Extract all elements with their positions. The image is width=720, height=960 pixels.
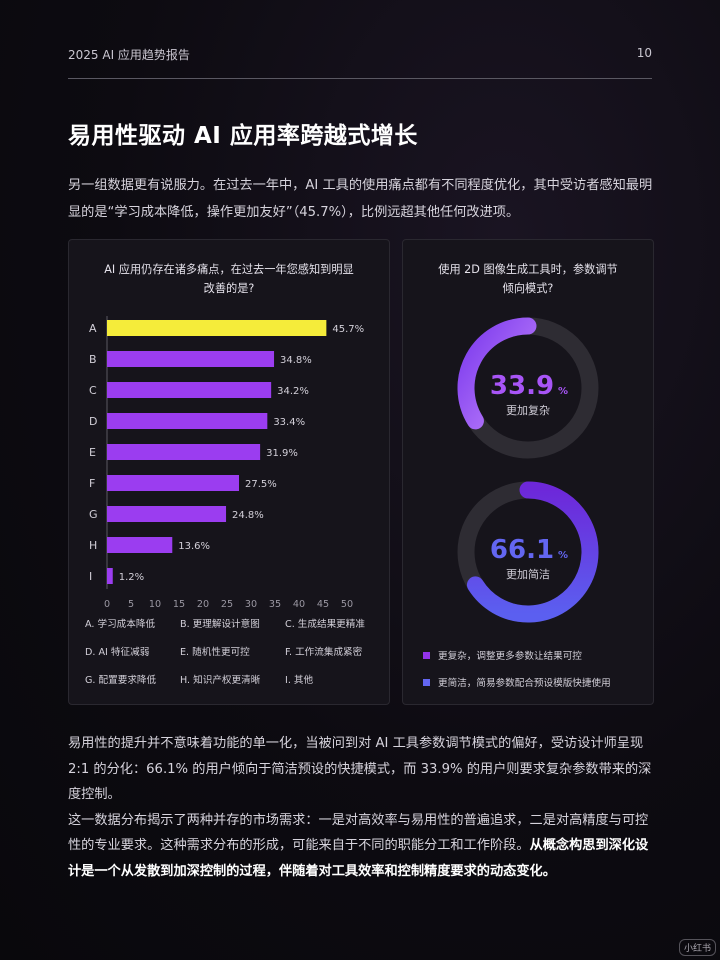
bar-value-label: 45.7% [332, 324, 364, 335]
bar-chart-title: AI 应用仍存在诸多痛点，在过去一年您感知到明显改善的是? [104, 263, 354, 295]
bar-category-label: E [89, 446, 96, 459]
bar-value-label: 27.5% [245, 479, 277, 490]
bar-category-label: G [89, 508, 98, 521]
donut-charts: 33.9 % 更加复杂 66.1 % 更加简洁 [457, 317, 599, 623]
legend-text: 更简洁，简易参数配合预设模版快捷使用 [438, 678, 611, 689]
legend-swatch [423, 678, 430, 686]
bar [107, 382, 272, 398]
intro-paragraph: 另一组数据更有说服力。在过去一年中，AI 工具的使用痛点都有不同程度优化，其中受… [68, 178, 653, 220]
donut-label: 更加复杂 [506, 403, 550, 417]
donut-value: 66.1 [490, 535, 554, 565]
x-tick-label: 15 [173, 599, 185, 610]
x-tick-label: 25 [221, 599, 233, 610]
x-tick-label: 20 [197, 599, 209, 610]
bar [107, 506, 227, 522]
legend-item: I. 其他 [285, 675, 314, 686]
x-tick-label: 5 [128, 599, 134, 610]
x-tick-label: 45 [317, 599, 329, 610]
body-paragraph-1: 易用性的提升并不意味着功能的单一化，当被问到对 AI 工具参数调节模式的偏好，受… [68, 736, 652, 802]
watermark-logo: 小红书 [678, 939, 716, 956]
donut-simple: 66.1 % 更加简洁 [457, 481, 599, 623]
legend-swatch [423, 651, 430, 659]
bar-value-label: 34.2% [277, 386, 309, 397]
bar-value-label: 13.6% [178, 541, 210, 552]
page-number: 10 [636, 46, 652, 60]
bar-value-label: 24.8% [232, 510, 264, 521]
donut-label: 更加简洁 [506, 567, 550, 581]
bar-category-label: A [89, 322, 97, 335]
x-tick-label: 50 [341, 599, 353, 610]
bar-category-label: B [89, 353, 97, 366]
legend-item: F. 工作流集成紧密 [285, 647, 363, 658]
legend-item: B. 更理解设计意图 [180, 619, 260, 630]
donut-chart-card: 使用 2D 图像生成工具时，参数调节倾向模式? 33.9% 更加复杂 66.1% 更加… [402, 239, 654, 705]
bar-category-label: C [89, 384, 97, 397]
legend-item: E. 随机性更可控 [180, 647, 250, 658]
donut-chart-title: 使用 2D 图像生成工具时，参数调节倾向模式? [438, 263, 618, 295]
bar [107, 320, 327, 336]
donut-unit: % [558, 550, 568, 561]
legend-row-simple: 更简洁，简易参数配合预设模版快捷使用 [423, 675, 648, 689]
page-header: 2025 AI 应用趋势报告 10 [68, 46, 652, 79]
bar-category-label: F [89, 477, 95, 490]
donut-arc [466, 481, 599, 623]
bar-value-label: 31.9% [266, 448, 298, 459]
bar [107, 568, 113, 584]
legend-item: H. 知识产权更清晰 [180, 675, 261, 686]
body-text: 易用性的提升并不意味着功能的单一化，当被问到对 AI 工具参数调节模式的偏好，受… [68, 731, 660, 884]
donut-unit: % [558, 386, 568, 397]
bar [107, 351, 275, 367]
bar-category-label: I [89, 570, 92, 583]
x-tick-label: 0 [104, 599, 110, 610]
body-paragraph-2: 这一数据分布揭示了两种并存的市场需求：一是对高效率与易用性的普遍追求，二是对高精… [68, 808, 660, 885]
bar [107, 475, 239, 491]
page-title: 易用性驱动 AI 应用率跨越式增长 [68, 123, 418, 149]
legend-item: D. AI 特征减弱 [85, 647, 150, 658]
bar-category-label: D [89, 415, 97, 428]
donut-complex: 33.9 % 更加复杂 [457, 317, 599, 459]
donut-arc [457, 317, 537, 430]
bar [107, 537, 173, 553]
x-tick-label: 35 [269, 599, 281, 610]
donut-value: 33.9 [490, 371, 554, 401]
x-tick-label: 30 [245, 599, 257, 610]
body-paragraph-2-bold: 从概念构思到深化设计是一个从发散到加深控制的过程，伴随着对工具效率和控制精度要求… [68, 838, 649, 879]
bar-legend: A. 学习成本降低 B. 更理解设计意图 C. 生成结果更精准 D. AI 特征… [85, 616, 385, 686]
legend-row-complex: 更复杂，调整更多参数让结果可控 [423, 648, 648, 662]
bar-value-label: 1.2% [119, 572, 144, 583]
x-tick-label: 40 [293, 599, 305, 610]
legend-item: G. 配置要求降低 [85, 675, 157, 686]
bar-chart: A 45.7% B 34.8% C 34.2% D 33.4% E 31.9% F 27.5% G 24.… [89, 316, 364, 610]
legend-item: A. 学习成本降低 [85, 619, 156, 630]
bar [107, 444, 261, 460]
bar-value-label: 34.8% [280, 355, 312, 366]
bar-category-label: H [89, 539, 97, 552]
body-paragraph-2-text: 这一数据分布揭示了两种并存的市场需求：一是对高效率与易用性的普遍追求，二是对高精… [68, 812, 649, 854]
donut-legend: 更复杂，调整更多参数让结果可控 更简洁，简易参数配合预设模版快捷使用 [423, 648, 648, 702]
report-name: 2025 AI 应用趋势报告 [68, 48, 190, 62]
bar [107, 413, 268, 429]
bar-chart-card: AI 应用仍存在诸多痛点，在过去一年您感知到明显改善的是? A 45.7% B 34.… [68, 239, 390, 705]
x-tick-label: 10 [149, 599, 161, 610]
legend-item: C. 生成结果更精准 [285, 619, 365, 630]
legend-text: 更复杂，调整更多参数让结果可控 [438, 651, 582, 662]
bar-value-label: 33.4% [273, 417, 305, 428]
